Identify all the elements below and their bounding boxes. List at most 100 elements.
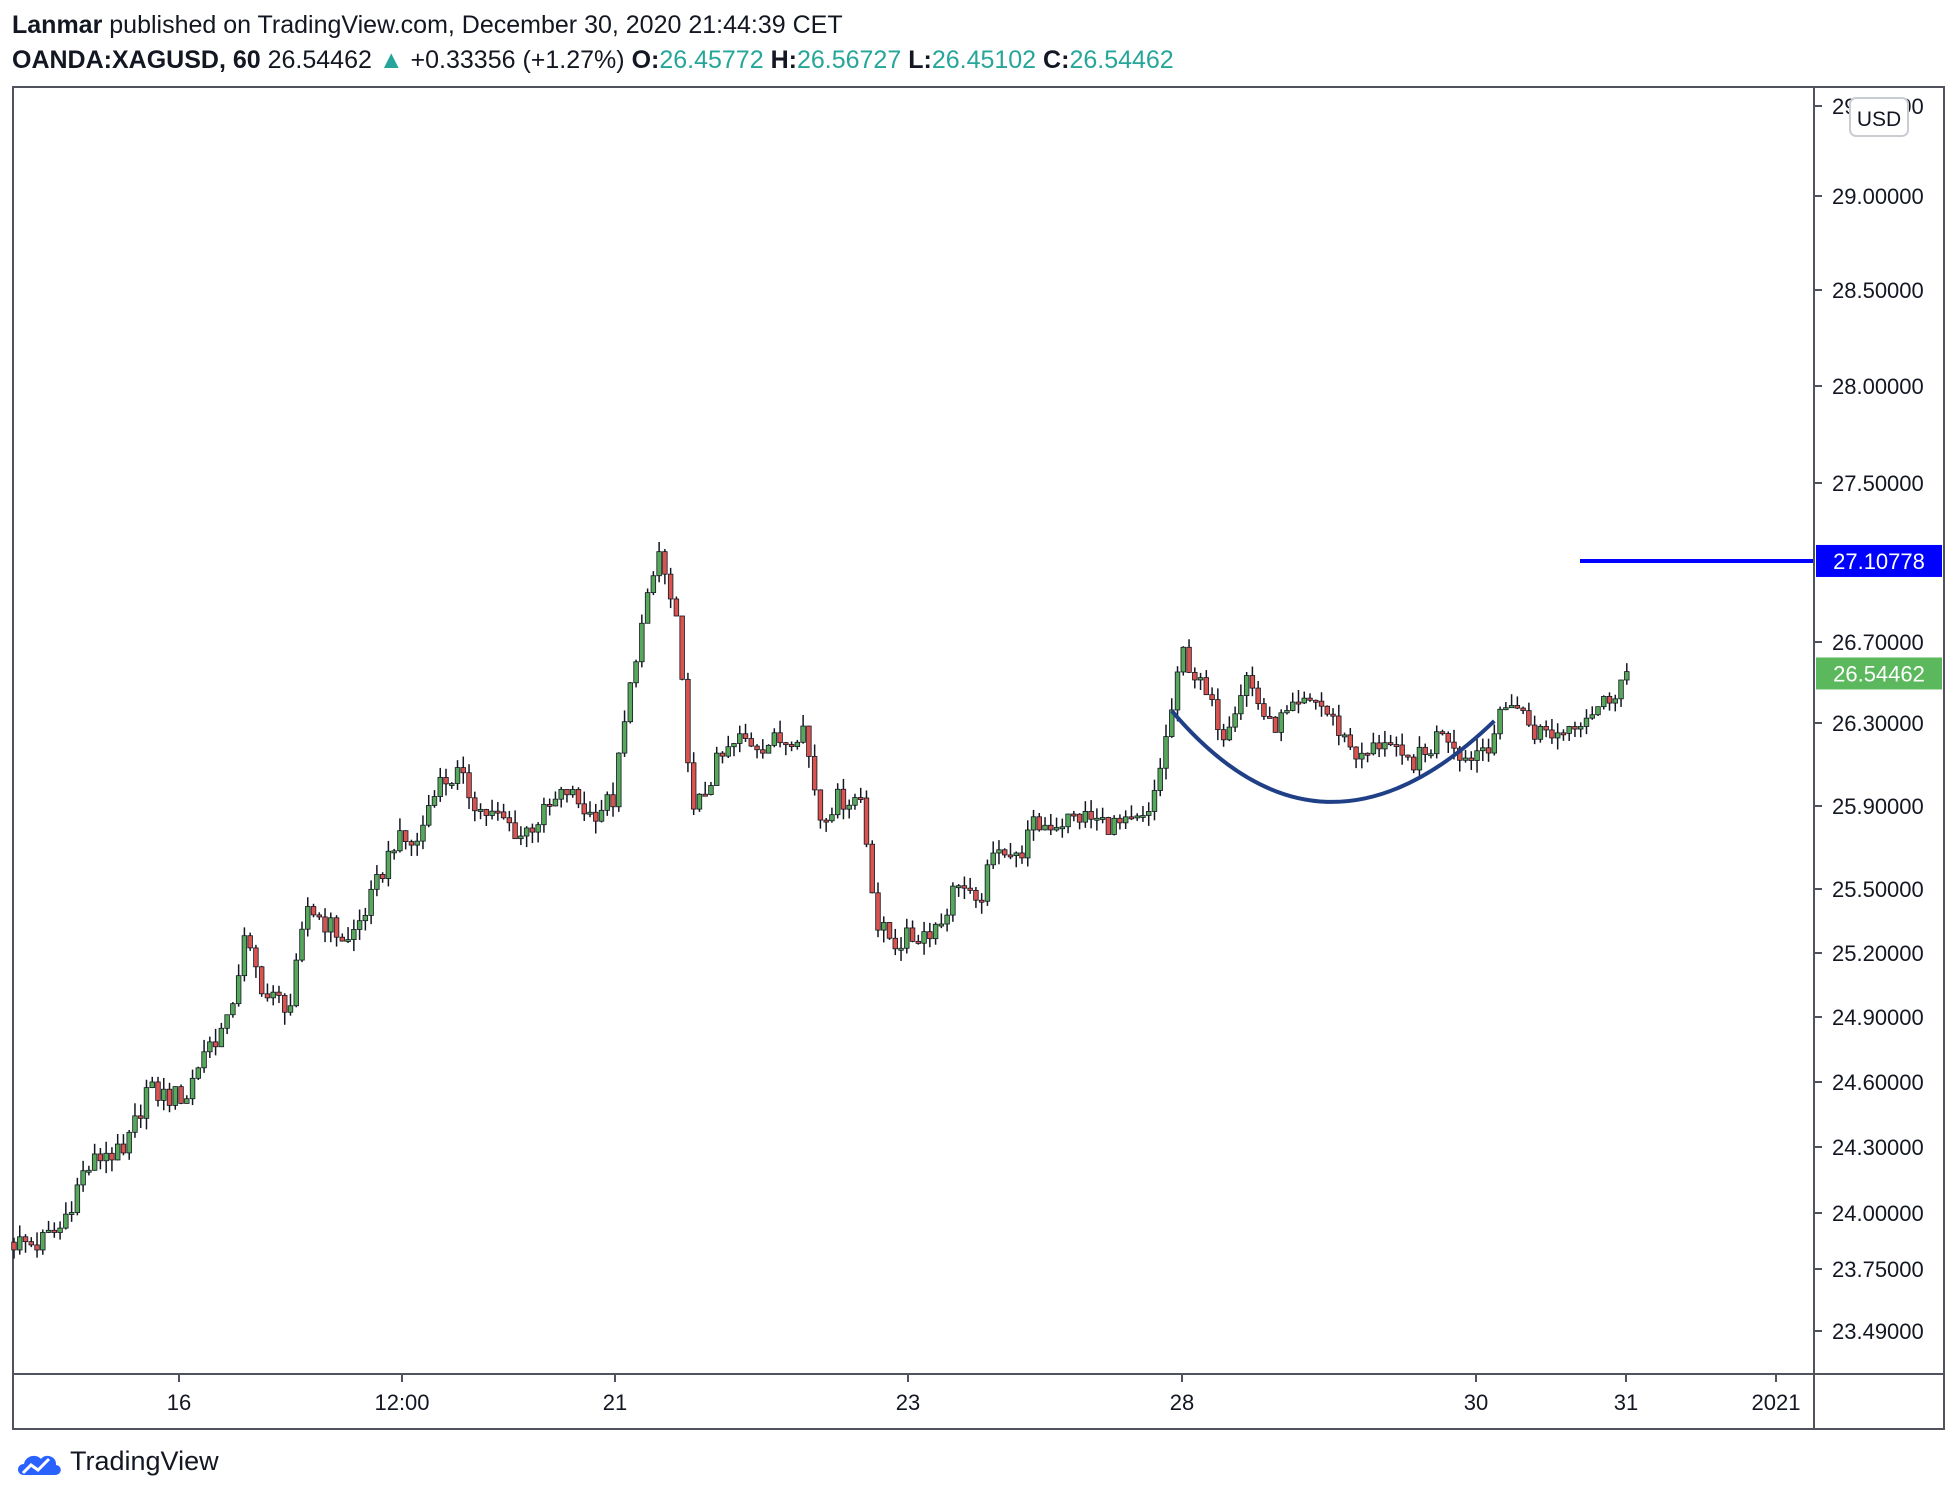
candle-down [1606,696,1613,704]
candle-up [765,744,772,754]
candle-up [1290,701,1296,711]
candle-down [120,1143,127,1154]
candle-down [1531,724,1538,740]
candle-down [702,793,708,797]
candle-down [892,937,898,950]
currency-button[interactable] [1849,97,1909,137]
candle-up [91,1153,98,1171]
candle-down [840,788,847,810]
candle-up [881,922,887,931]
candle-down [1128,816,1135,820]
candle-down [1405,754,1411,758]
candle-up [1428,753,1434,757]
candle-up [86,1169,92,1173]
candle-down [11,1241,17,1251]
candle-down [823,819,829,823]
candle-up [1359,752,1365,760]
candle-down [1393,744,1400,747]
candle-down [28,1241,34,1246]
price-tick-label: 27.50000 [1832,471,1924,496]
last-price: 26.54462 [267,46,372,74]
candle-up [1151,790,1158,812]
candle-down [610,794,616,808]
candle-up [938,923,945,927]
candle-up [414,840,420,846]
candle-up [63,1213,69,1229]
candle-up [1082,810,1089,823]
candle-up [1508,705,1515,709]
candle-down [1019,852,1025,859]
price-change: +0.33356 (+1.27%) [410,46,625,74]
candle-down [1255,687,1261,705]
rounded-bottom-arc[interactable] [1170,709,1496,804]
candle-up [1197,677,1204,681]
candle-down [806,725,812,757]
candle-up [224,1014,230,1029]
candle-down [322,916,328,933]
candle-up [241,935,248,977]
time-tick-label: 31 [1614,1390,1638,1415]
candle-down [1549,729,1555,739]
currency-label: USD [1857,108,1901,131]
candle-up [1065,813,1071,828]
candle-down [178,1086,184,1104]
candle-up [552,798,559,807]
candle-up [598,809,605,822]
candle-up [437,777,443,797]
candle-up [103,1152,109,1162]
publish-line: Lanmar published on TradingView.com, Dec… [12,8,843,42]
time-tick-label: 23 [896,1390,920,1415]
candle-down [1445,733,1451,743]
candle-up [1589,714,1595,719]
time-axis: 16 12:00 21 23 28 30 31 2021 [167,1374,1800,1415]
candle-up [1122,816,1129,824]
candle-down [212,1041,219,1048]
candle-up [1554,732,1561,739]
candle-down [408,841,415,846]
candle-down [783,742,789,746]
candle-down [777,732,783,744]
high-value: 26.56727 [796,46,902,74]
candle-down [1520,707,1526,712]
candle-up [1013,852,1019,857]
candle-up [356,920,363,930]
price-tick-label: 28.50000 [1832,278,1924,303]
candle-up [921,931,927,944]
candle-down [1560,732,1567,736]
candle-up [1601,696,1607,708]
author-name[interactable]: Lanmar [12,11,103,39]
candle-down [690,762,697,810]
candle-down [276,991,282,996]
candle-down [339,936,346,942]
tradingview-cloud-icon[interactable] [14,1447,64,1477]
candle-down [247,935,253,949]
candle-up [696,793,703,810]
candle-down [760,749,766,754]
candle-up [633,661,639,684]
candle-up [305,906,311,930]
candle-up [1226,726,1233,741]
price-tick-label: 23.49000 [1832,1319,1924,1344]
symbol-name: OANDA:XAGUSD, 60 [12,46,261,74]
time-tick-label: 21 [603,1390,627,1415]
candle-down [97,1153,104,1162]
candle-up [1301,697,1307,704]
candle-down [500,811,507,819]
candle-up [40,1232,46,1251]
price-tick-label: 23.75000 [1832,1257,1924,1282]
candle-down [282,995,288,1013]
candle-down [1295,701,1302,705]
candle-up [391,850,397,854]
candle-down [788,744,795,747]
low-value: 26.45102 [931,46,1037,74]
candle-up [426,805,432,826]
candle-down [316,914,322,918]
candle-down [869,843,875,894]
tradingview-brand[interactable]: TradingView [70,1446,219,1476]
candle-up [489,810,495,816]
candles-layer [11,541,1630,1259]
open-value: 26.45772 [659,46,764,74]
close-label: C: [1043,46,1070,74]
candle-up [834,788,841,816]
